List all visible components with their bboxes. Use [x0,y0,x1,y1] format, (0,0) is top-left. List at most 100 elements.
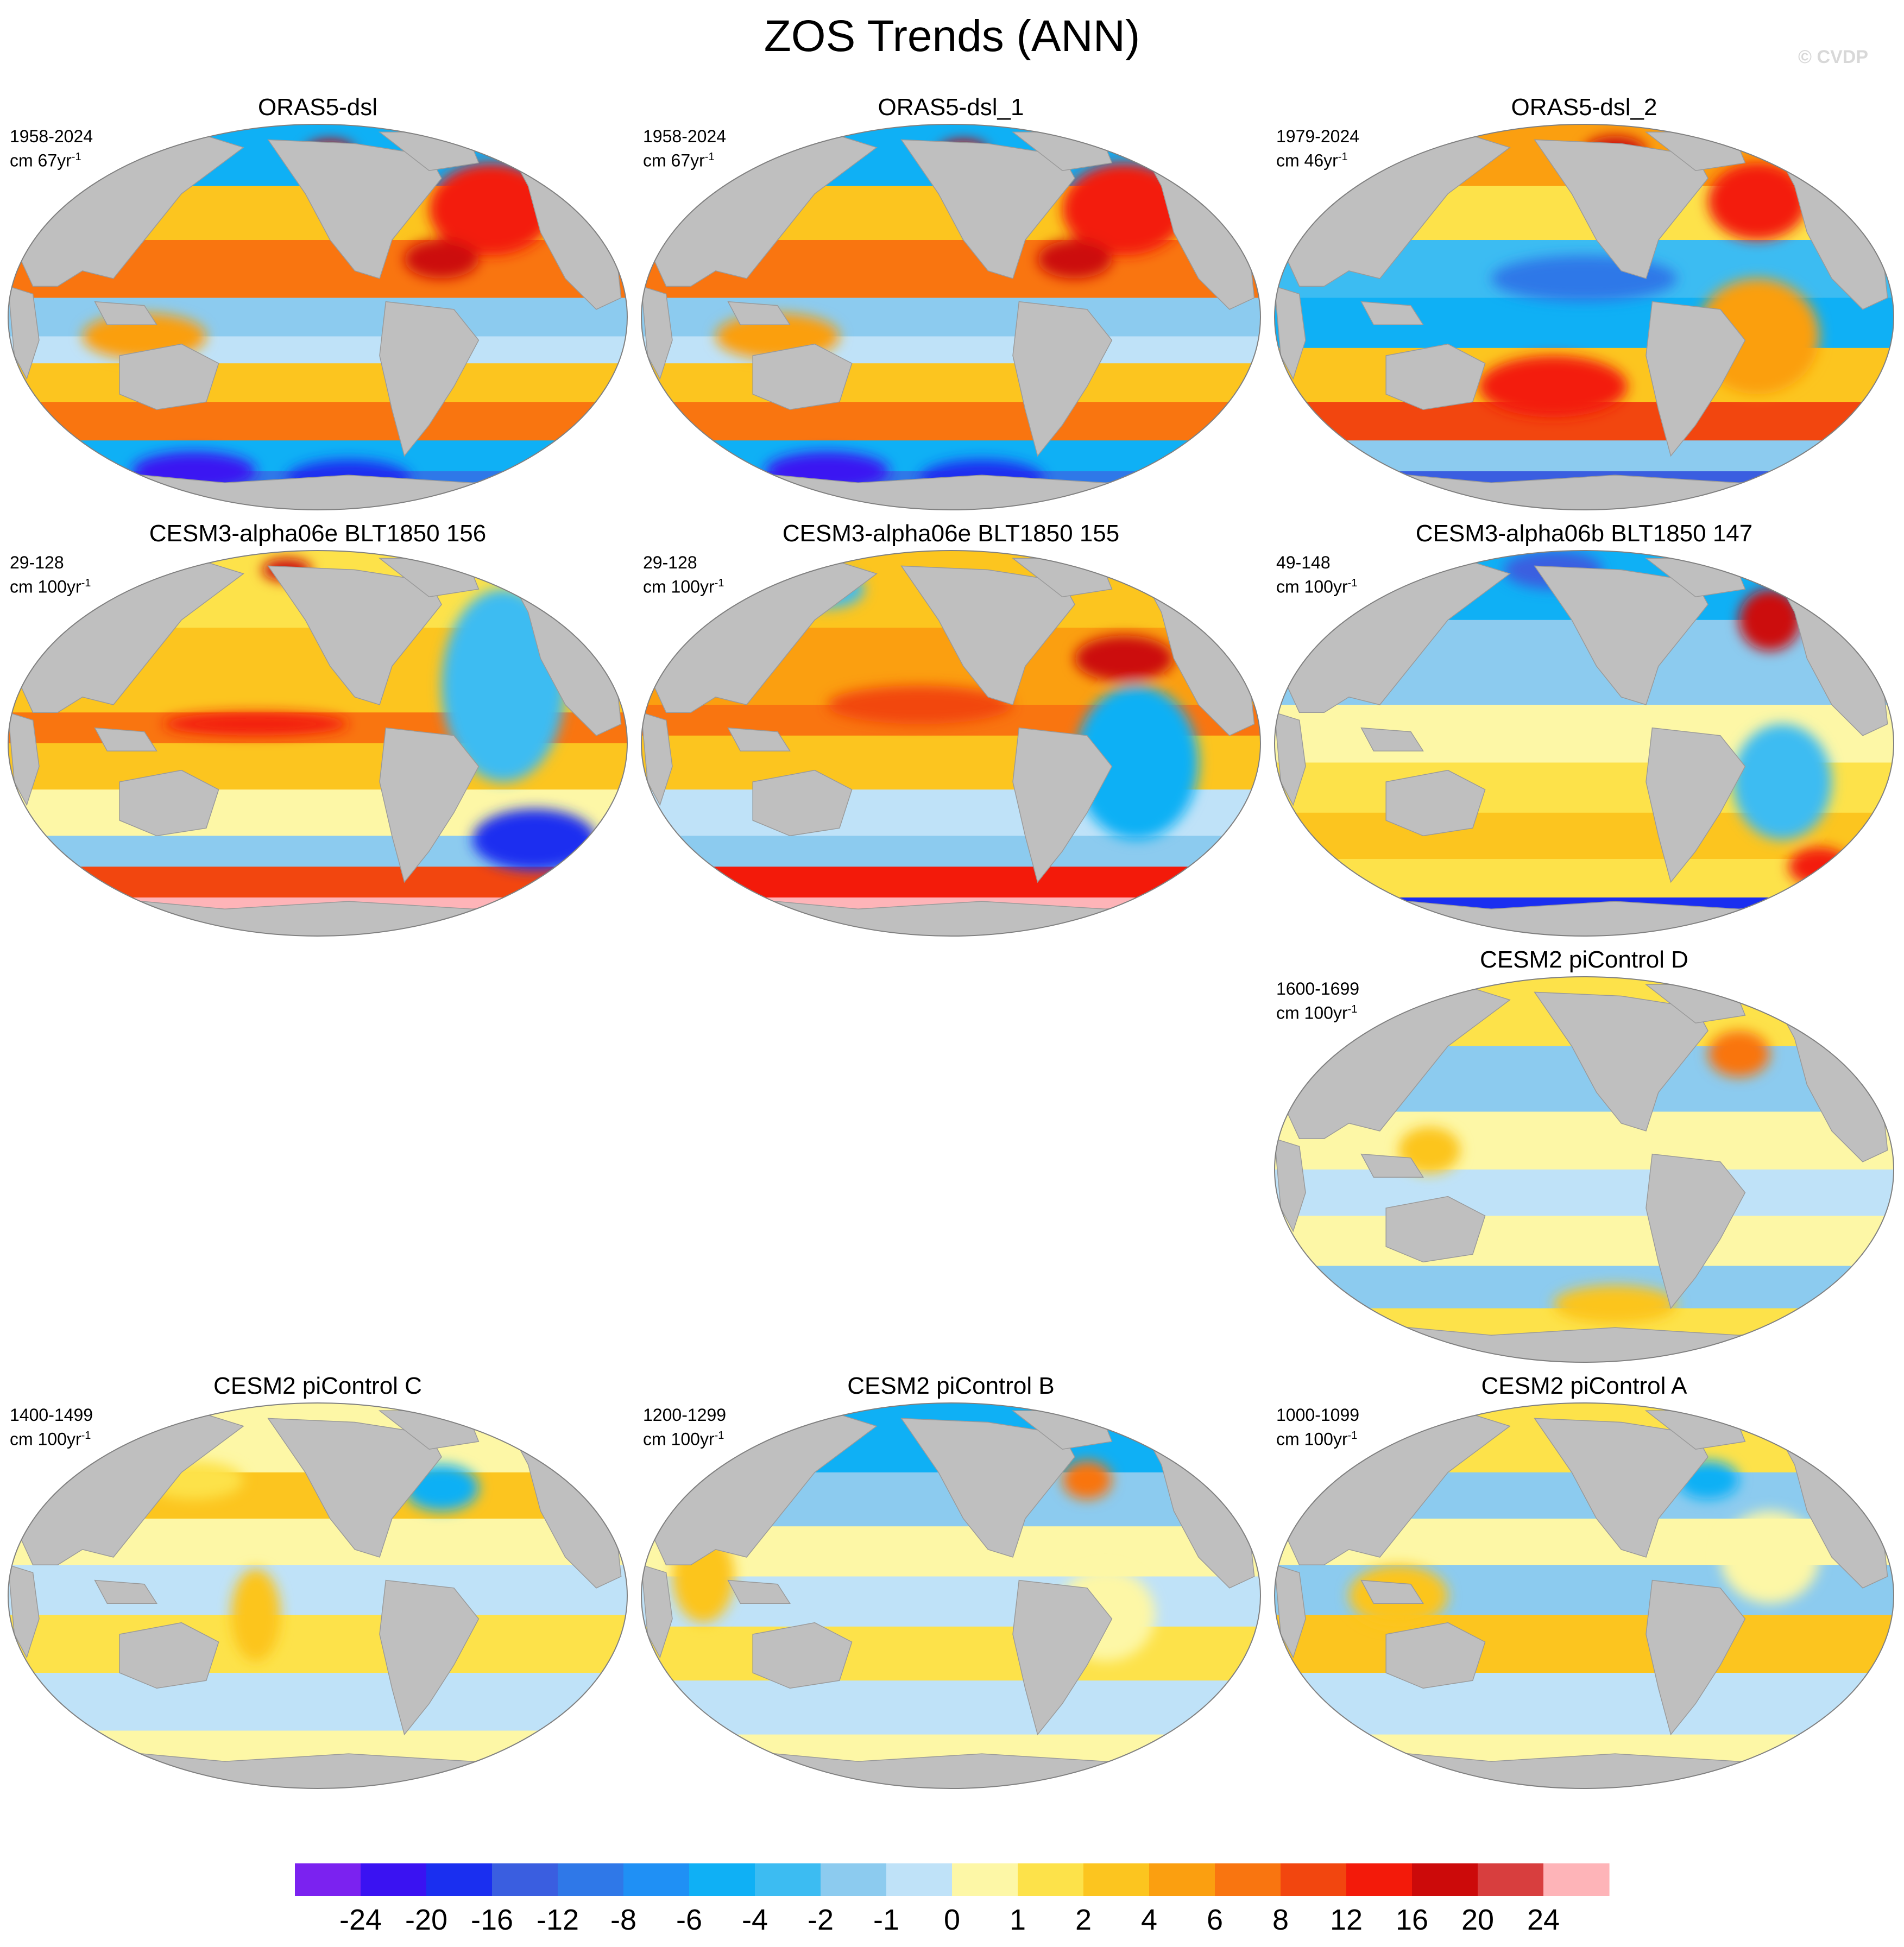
panel-period: 49-148 [1276,553,1331,572]
trend-band [641,402,1260,441]
projected-map [641,550,1261,937]
trend-feature [472,808,596,871]
land-mass [1645,1579,1746,1736]
colorbar-swatch [755,1863,821,1896]
unit-exponent: -1 [1347,1003,1358,1015]
projected-map [8,550,628,937]
unit-prefix: cm [10,1429,38,1449]
trend-band [641,363,1260,403]
colorbar-tick-label: 4 [1141,1904,1157,1936]
land-mass [1275,286,1306,380]
trend-band [1275,1673,1894,1735]
trend-feature [1075,635,1174,682]
colorbar-tick-label: -24 [339,1904,382,1936]
trend-band [641,1626,1260,1682]
projected-map [1274,976,1894,1363]
trend-band [8,1615,627,1673]
land-mass [752,769,853,837]
ocean-field [641,124,1260,510]
ocean-field [8,124,627,510]
land-mass [1012,301,1113,457]
unit-exponent: -1 [81,577,91,589]
land-mass [8,1564,40,1659]
trend-feature [163,712,349,736]
unit-rate: 46yr [1304,150,1338,170]
trend-band [8,1673,627,1731]
colorbar-swatch [1281,1863,1347,1896]
map-panel: CESM3-alpha06e BLT1850 156 29-128 cm 100yr… [0,519,635,947]
panel-period-units: 1958-2024 cm 67yr-1 [643,126,726,171]
land-mass [94,1579,157,1604]
land-mass [641,286,673,380]
panel-units: cm 100yr-1 [10,1425,93,1450]
trend-feature [1062,163,1187,256]
trend-feature [1553,1285,1677,1324]
trend-band [8,363,627,403]
figure-title: ZOS Trends (ANN) [764,11,1140,61]
colorbar-swatch [1083,1863,1150,1896]
map-panel: CESM3-alpha06b BLT1850 147 49-148 cm 100yr… [1266,519,1902,947]
panel-period-units: 49-148 cm 100yr-1 [1276,552,1357,597]
panel-period: 1200-1299 [643,1405,727,1425]
land-mass [1385,343,1486,410]
colorbar-swatch [886,1863,953,1896]
land-mass [8,286,40,380]
colorbar-tick-label: 8 [1272,1904,1289,1936]
unit-rate: 67yr [37,150,72,170]
colorbar-tick-label: -1 [873,1904,899,1936]
unit-rate: 67yr [671,150,705,170]
map-panel: CESM3-alpha06e BLT1850 155 29-128 cm 100yr… [633,519,1269,947]
land-mass [1360,727,1424,751]
panel-units: cm 100yr-1 [643,573,724,597]
projected-map [641,124,1261,510]
colorbar-tick-label: -20 [405,1904,447,1936]
projected-map [1274,124,1894,510]
map-outline [641,550,1261,937]
colorbar-swatch [1543,1863,1610,1896]
land-mass [1275,1564,1306,1659]
panel-period-units: 29-128 cm 100yr-1 [643,552,724,597]
colorbar-swatch [689,1863,755,1896]
colorbar-tick-label: -16 [471,1904,513,1936]
colorbar-swatch [558,1863,624,1896]
colorbar-tick-label: -6 [676,1904,702,1936]
trend-band [641,1680,1260,1735]
panel-title: CESM2 piControl A [1481,1373,1687,1399]
colorbar-tick-label: 6 [1207,1904,1223,1936]
colorbar-swatch [1478,1863,1544,1896]
ocean-field [1275,551,1894,936]
unit-rate: 100yr [1304,577,1348,597]
land-mass [641,1749,1260,1788]
trend-feature [442,589,565,782]
land-mass [119,343,219,410]
unit-rate: 100yr [37,577,81,597]
map-panel: CESM2 piControl A 1000-1099 cm 100yr-1 [1266,1371,1902,1800]
map-panel: ORAS5-dsl_1 1958-2024 cm 67yr-1 [633,92,1269,521]
projected-map [8,124,628,510]
unit-exponent: -1 [714,577,724,589]
land-mass [94,727,157,751]
trend-feature [1398,1127,1460,1174]
land-mass [379,301,480,457]
land-mass [1385,769,1486,837]
land-mass [752,343,853,410]
panel-period-units: 1958-2024 cm 67yr-1 [10,126,93,171]
map-outline [641,124,1261,510]
land-mass [8,712,40,806]
land-mass [752,1622,853,1689]
land-mass [727,1579,791,1604]
trend-feature [1739,589,1801,651]
unit-prefix: cm [1276,1429,1304,1449]
unit-prefix: cm [643,150,671,170]
land-mass [1645,727,1746,883]
panel-title: CESM2 piControl C [213,1373,422,1399]
land-mass [8,471,627,510]
colorbar-tick-label: 12 [1330,1904,1363,1936]
land-mass [1645,1153,1746,1310]
land-mass [379,1579,480,1736]
panel-period-units: 1200-1299 cm 100yr-1 [643,1405,726,1450]
panel-units: cm 67yr-1 [10,147,93,171]
land-mass [1275,897,1894,936]
panel-period-units: 1400-1499 cm 100yr-1 [10,1405,93,1450]
ocean-field [1275,1403,1894,1788]
